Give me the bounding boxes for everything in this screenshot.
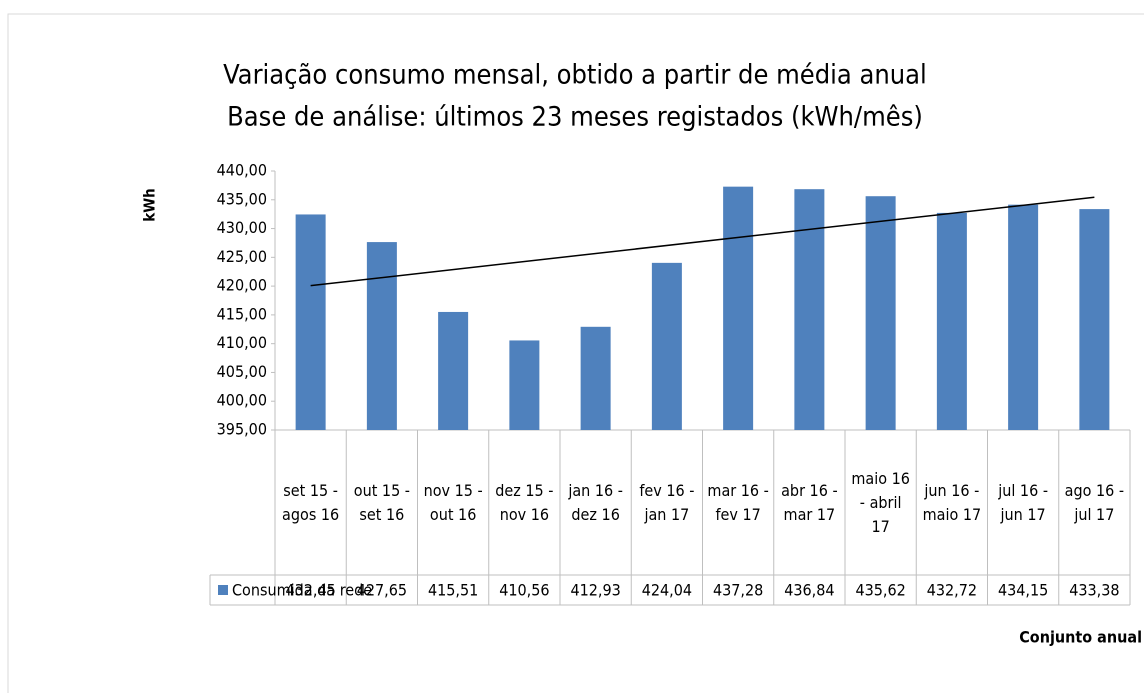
bar <box>1008 204 1039 430</box>
x-tick-cell: nov 15 - out 16 <box>423 480 483 524</box>
x-tick-cell: fev 16 - jan 17 <box>639 480 695 524</box>
y-tick-label: 440,00 <box>217 161 267 180</box>
value-label: 433,38 <box>1069 581 1119 600</box>
x-tick-cell: maio 16 - abril 17 <box>851 468 910 536</box>
x-tick-label: fev 16 - jan 17 <box>639 480 695 524</box>
bar <box>1079 209 1110 430</box>
value-label: 415,51 <box>428 581 478 600</box>
value-label: 432,45 <box>285 581 335 600</box>
x-tick-cell: jul 16 - jun 17 <box>998 480 1049 524</box>
y-tick-label: 400,00 <box>217 391 267 410</box>
x-tick-label: mar 16 - fev 17 <box>707 480 769 524</box>
y-tick-label: 415,00 <box>217 304 267 323</box>
x-tick-cell: set 15 - agos 16 <box>282 480 340 524</box>
x-tick-cell: out 15 - set 16 <box>353 480 410 524</box>
x-tick-cell: abr 16 - mar 17 <box>781 480 838 524</box>
chart-subtitle: Base de análise: últimos 23 meses regist… <box>227 102 923 133</box>
x-tick-label: ago 16 - jul 17 <box>1064 480 1125 524</box>
x-tick-label: jan 16 - dez 16 <box>568 480 623 524</box>
bar <box>651 262 682 430</box>
x-tick-cell: jun 16 - maio 17 <box>922 480 982 524</box>
legend-swatch <box>218 585 228 595</box>
bar <box>794 189 825 430</box>
x-tick-label: maio 16 - abril 17 <box>851 468 910 536</box>
x-tick-cell: jan 16 - dez 16 <box>568 480 623 524</box>
bar <box>723 186 754 430</box>
y-tick-label: 420,00 <box>217 276 267 295</box>
y-tick-label: 395,00 <box>217 420 267 439</box>
y-tick-label: 435,00 <box>217 189 267 208</box>
bar <box>580 326 611 430</box>
value-label: 412,93 <box>570 581 620 600</box>
x-tick-label: jul 16 - jun 17 <box>998 480 1049 524</box>
y-tick-label: 425,00 <box>217 247 267 266</box>
bar <box>509 340 540 430</box>
value-label: 432,72 <box>927 581 977 600</box>
value-label: 434,15 <box>998 581 1048 600</box>
y-tick-label: 405,00 <box>217 362 267 381</box>
x-tick-label: set 15 - agos 16 <box>282 480 340 524</box>
x-tick-label: out 15 - set 16 <box>353 480 410 524</box>
value-label: 435,62 <box>855 581 905 600</box>
y-tick-label: 430,00 <box>217 218 267 237</box>
value-label: 424,04 <box>642 581 692 600</box>
bar <box>865 196 896 430</box>
value-label: 427,65 <box>357 581 407 600</box>
x-tick-cell: mar 16 - fev 17 <box>707 480 769 524</box>
x-tick-cell: dez 15 - nov 16 <box>495 480 554 524</box>
x-tick-label: abr 16 - mar 17 <box>781 480 838 524</box>
bar <box>295 214 326 430</box>
bar <box>366 242 397 430</box>
bar <box>936 212 967 430</box>
x-tick-label: nov 15 - out 16 <box>423 480 483 524</box>
x-tick-cell: ago 16 - jul 17 <box>1064 480 1125 524</box>
chart-title: Variação consumo mensal, obtido a partir… <box>223 60 927 91</box>
x-axis-label: Conjunto anual <box>1019 628 1142 647</box>
x-tick-label: dez 15 - nov 16 <box>495 480 554 524</box>
value-label: 436,84 <box>784 581 834 600</box>
value-label: 410,56 <box>499 581 549 600</box>
y-axis-label: kWh <box>141 188 159 221</box>
trendline <box>310 196 1095 287</box>
bar <box>438 311 469 430</box>
legend-label: Consumida da rede <box>232 581 372 600</box>
x-tick-label: jun 16 - maio 17 <box>922 480 982 524</box>
y-tick-label: 410,00 <box>217 333 267 352</box>
value-label: 437,28 <box>713 581 763 600</box>
